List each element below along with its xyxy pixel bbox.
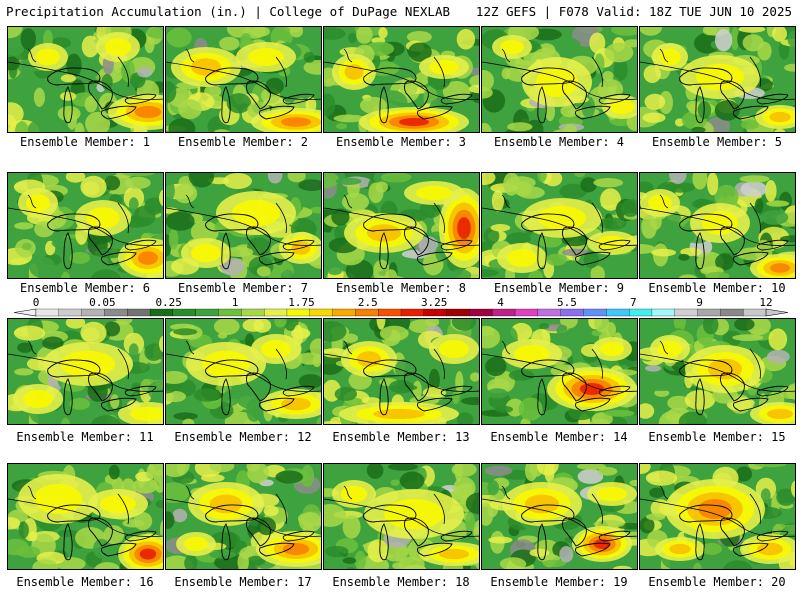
colorbar-swatch (172, 308, 197, 317)
colorbar-swatch (355, 308, 379, 317)
ensemble-member-map (481, 26, 638, 133)
colorbar-swatch (492, 308, 516, 317)
colorbar-swatch (81, 308, 105, 317)
colorbar-swatch (743, 308, 767, 317)
colorbar-swatch (332, 308, 356, 317)
ensemble-member-map (165, 463, 322, 570)
colorbar-swatch (218, 308, 242, 317)
colorbar-tick-label: 0.05 (89, 297, 116, 309)
colorbar-tick-label: 1.75 (288, 297, 315, 309)
ensemble-member-map (165, 172, 322, 279)
run-info: 12Z GEFS | F078 Valid: 18Z TUE JUN 10 20… (475, 4, 792, 19)
ensemble-member-map (639, 172, 796, 279)
colorbar-swatch (35, 308, 60, 317)
colorbar-swatch (400, 308, 425, 317)
colorbar-swatch (469, 308, 493, 317)
ensemble-member-label: Ensemble Member: 3 (335, 135, 467, 149)
colorbar-swatch (628, 308, 653, 317)
ensemble-member-label: Ensemble Member: 16 (16, 575, 154, 589)
ensemble-member-map (165, 26, 322, 133)
colorbar-swatch (651, 308, 676, 317)
map-title: Precipitation Accumulation (in.) | Colle… (6, 4, 451, 19)
colorbar-tick-label: 7 (630, 297, 637, 309)
colorbar-swatch (697, 308, 721, 317)
ensemble-member-map (323, 318, 480, 425)
colorbar-swatch (58, 308, 83, 317)
ensemble-member-map (639, 26, 796, 133)
colorbar-swatch (446, 308, 470, 317)
colorbar-low-arrow (13, 308, 37, 317)
ensemble-member-map (323, 26, 480, 133)
colorbar-swatch (286, 308, 311, 317)
colorbar-swatch (195, 308, 219, 317)
ensemble-member-map (323, 463, 480, 570)
colorbar-swatch (674, 308, 699, 317)
colorbar-swatch (127, 308, 151, 317)
colorbar-swatch (149, 308, 174, 317)
ensemble-member-label: Ensemble Member: 12 (174, 430, 312, 444)
ensemble-member-map (639, 463, 796, 570)
colorbar-swatch (720, 308, 744, 317)
ensemble-member-label: Ensemble Member: 19 (490, 575, 628, 589)
ensemble-member-label: Ensemble Member: 20 (648, 575, 786, 589)
colorbar-swatch (583, 308, 607, 317)
ensemble-member-label: Ensemble Member: 9 (493, 281, 625, 295)
ensemble-member-label: Ensemble Member: 8 (335, 281, 467, 295)
ensemble-member-map (481, 172, 638, 279)
ensemble-member-label: Ensemble Member: 2 (177, 135, 309, 149)
ensemble-member-map (7, 318, 164, 425)
colorbar-swatch (514, 308, 539, 317)
ensemble-member-map (639, 318, 796, 425)
colorbar-swatch (104, 308, 128, 317)
ensemble-member-label: Ensemble Member: 15 (648, 430, 786, 444)
ensemble-member-label: Ensemble Member: 14 (490, 430, 628, 444)
colorbar-swatch (537, 308, 562, 317)
precip-colorbar: 0 0.05 0.25 1 1.75 2.5 3.25 4 5.5 7 9 12 (13, 297, 789, 317)
colorbar-swatch (263, 308, 288, 317)
colorbar-tick-label: 9 (696, 297, 703, 309)
colorbar-tick-label: 5.5 (557, 297, 577, 309)
colorbar-tick-label: 4 (497, 297, 504, 309)
ensemble-member-map (323, 172, 480, 279)
colorbar-swatch (423, 308, 448, 317)
colorbar-tick-label: 0 (33, 297, 40, 309)
colorbar-tick-label: 2.5 (358, 297, 378, 309)
ensemble-member-label: Ensemble Member: 4 (493, 135, 625, 149)
colorbar-tick-label: 0.25 (155, 297, 182, 309)
colorbar-swatch (560, 308, 584, 317)
colorbar-high-arrow (765, 308, 789, 317)
colorbar-swatch (606, 308, 630, 317)
ensemble-member-map (481, 318, 638, 425)
ensemble-member-label: Ensemble Member: 18 (332, 575, 470, 589)
ensemble-member-label: Ensemble Member: 7 (177, 281, 309, 295)
ensemble-member-map (7, 26, 164, 133)
ensemble-member-label: Ensemble Member: 6 (19, 281, 151, 295)
ensemble-member-label: Ensemble Member: 11 (16, 430, 154, 444)
ensemble-member-label: Ensemble Member: 13 (332, 430, 470, 444)
ensemble-member-map (165, 318, 322, 425)
ensemble-member-label: Ensemble Member: 17 (174, 575, 312, 589)
colorbar-swatch (378, 308, 402, 317)
colorbar-tick-label: 3.25 (421, 297, 448, 309)
ensemble-member-map (7, 463, 164, 570)
ensemble-member-label: Ensemble Member: 5 (651, 135, 783, 149)
colorbar-tick-label: 12 (759, 297, 772, 309)
colorbar-tick-label: 1 (232, 297, 239, 309)
ensemble-member-map (7, 172, 164, 279)
colorbar-swatch (241, 308, 265, 317)
ensemble-member-label: Ensemble Member: 1 (19, 135, 151, 149)
ensemble-member-label: Ensemble Member: 10 (648, 281, 786, 295)
ensemble-member-map (481, 463, 638, 570)
colorbar-swatch (309, 308, 334, 317)
